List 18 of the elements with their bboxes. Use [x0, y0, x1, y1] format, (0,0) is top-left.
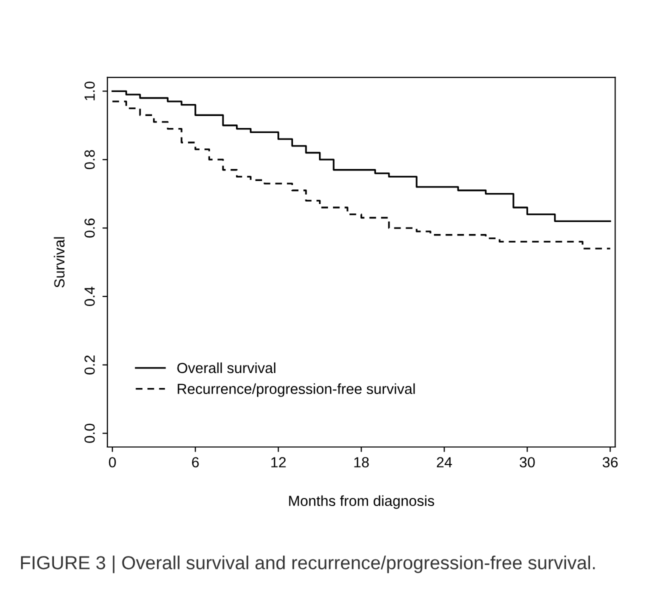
x-tick-label: 6 [192, 457, 199, 468]
y-tick-label: 0.6 [84, 218, 95, 238]
x-axis-title: Months from diagnosis [289, 495, 434, 509]
x-tick-label: 12 [271, 457, 286, 468]
y-tick-label: 1.0 [84, 82, 95, 100]
x-tick-label: 30 [520, 457, 535, 468]
x-tick-label: 36 [602, 457, 618, 468]
caption: FIGURE 3 | Overall survival and recurrence/progression-free survival. [21, 556, 595, 574]
y-axis-title: Survival [54, 237, 65, 288]
y-tick-label: 0.2 [84, 355, 95, 374]
x-tick-label: 0 [108, 457, 116, 468]
y-tick-label: 0.0 [84, 424, 95, 443]
y-tick-label: 0.4 [84, 286, 95, 306]
x-tick-label: 24 [436, 457, 452, 468]
legend-label: Recurrence/progression-free survival [178, 383, 415, 397]
y-tick-label: 0.8 [84, 150, 95, 170]
legend-label: Overall survival [177, 362, 276, 374]
x-tick-label: 18 [354, 457, 369, 468]
